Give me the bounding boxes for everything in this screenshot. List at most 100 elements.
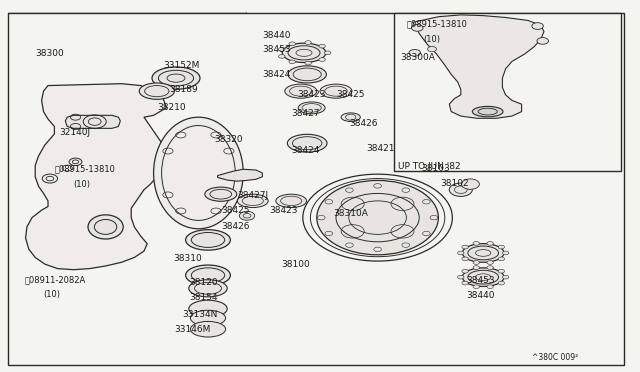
Circle shape xyxy=(502,275,509,279)
Ellipse shape xyxy=(88,215,124,239)
Text: 33152M: 33152M xyxy=(163,61,200,70)
Ellipse shape xyxy=(288,66,326,83)
Circle shape xyxy=(498,245,504,249)
Text: 38120: 38120 xyxy=(189,278,218,287)
Circle shape xyxy=(409,49,420,56)
Circle shape xyxy=(487,241,493,245)
Text: 38424: 38424 xyxy=(262,70,291,79)
Ellipse shape xyxy=(152,67,200,89)
Polygon shape xyxy=(65,115,120,128)
Circle shape xyxy=(319,44,325,48)
Text: 38103: 38103 xyxy=(421,164,450,173)
Text: 38423: 38423 xyxy=(298,90,326,99)
Text: (10): (10) xyxy=(74,180,91,189)
Circle shape xyxy=(305,61,311,65)
Text: 38310: 38310 xyxy=(173,254,202,263)
Text: 38424: 38424 xyxy=(291,146,319,155)
Circle shape xyxy=(449,183,472,196)
Ellipse shape xyxy=(285,84,317,98)
Circle shape xyxy=(537,38,548,44)
Text: 38427J: 38427J xyxy=(237,191,268,200)
Text: 38426: 38426 xyxy=(349,119,378,128)
Ellipse shape xyxy=(282,43,326,62)
Circle shape xyxy=(458,275,464,279)
Circle shape xyxy=(462,257,468,261)
Text: 38440: 38440 xyxy=(262,31,291,40)
Bar xyxy=(394,13,621,171)
Circle shape xyxy=(487,261,493,264)
Circle shape xyxy=(473,285,479,289)
Circle shape xyxy=(278,47,285,51)
Text: (10): (10) xyxy=(424,35,441,44)
Text: 33134N: 33134N xyxy=(182,310,218,319)
Ellipse shape xyxy=(191,310,226,326)
Ellipse shape xyxy=(191,321,226,337)
Circle shape xyxy=(461,179,479,189)
Text: 38154: 38154 xyxy=(189,293,218,302)
Circle shape xyxy=(532,23,543,29)
Circle shape xyxy=(289,60,295,64)
Ellipse shape xyxy=(341,113,360,121)
Circle shape xyxy=(462,281,468,285)
Text: 38425: 38425 xyxy=(336,90,365,99)
Text: 38320: 38320 xyxy=(214,135,243,144)
Ellipse shape xyxy=(140,83,174,99)
Circle shape xyxy=(239,211,255,220)
Circle shape xyxy=(462,269,468,273)
Ellipse shape xyxy=(186,230,230,250)
Text: 38100: 38100 xyxy=(282,260,310,269)
Text: 38189: 38189 xyxy=(170,85,198,94)
Circle shape xyxy=(498,281,504,285)
Polygon shape xyxy=(26,84,170,270)
Text: 38102: 38102 xyxy=(440,179,469,187)
Text: 38440: 38440 xyxy=(466,291,495,300)
Circle shape xyxy=(278,55,285,58)
Circle shape xyxy=(473,241,479,245)
Circle shape xyxy=(428,46,436,52)
Circle shape xyxy=(473,261,479,264)
Text: ⓜ08915-13810: ⓜ08915-13810 xyxy=(406,20,467,29)
Circle shape xyxy=(498,269,504,273)
Ellipse shape xyxy=(154,117,243,229)
Ellipse shape xyxy=(287,134,327,152)
Text: ⓜ08915-13810: ⓜ08915-13810 xyxy=(54,165,115,174)
Polygon shape xyxy=(218,169,262,181)
Ellipse shape xyxy=(189,300,227,317)
Text: 38453: 38453 xyxy=(262,45,291,54)
Circle shape xyxy=(462,245,468,249)
Ellipse shape xyxy=(462,268,504,286)
Ellipse shape xyxy=(205,187,237,201)
Text: ^380C 009²: ^380C 009² xyxy=(532,353,579,362)
Text: 38453: 38453 xyxy=(466,276,495,285)
Circle shape xyxy=(305,41,311,44)
Text: ⓝ08911-2082A: ⓝ08911-2082A xyxy=(24,275,86,284)
Circle shape xyxy=(487,266,493,269)
Text: 38421: 38421 xyxy=(366,144,395,153)
Ellipse shape xyxy=(472,106,503,117)
Text: 38423: 38423 xyxy=(269,206,298,215)
Ellipse shape xyxy=(320,84,352,98)
Text: 38300A: 38300A xyxy=(400,53,435,62)
Text: 33146M: 33146M xyxy=(174,325,211,334)
Circle shape xyxy=(458,251,464,255)
Text: 38426: 38426 xyxy=(221,222,250,231)
Circle shape xyxy=(473,266,479,269)
Circle shape xyxy=(412,25,423,31)
Text: 38425: 38425 xyxy=(221,206,250,215)
Circle shape xyxy=(498,257,504,261)
Ellipse shape xyxy=(276,194,307,208)
Polygon shape xyxy=(413,15,544,118)
Text: 38210: 38210 xyxy=(157,103,186,112)
Ellipse shape xyxy=(186,265,230,286)
Text: 38300: 38300 xyxy=(35,49,64,58)
Text: 32140J: 32140J xyxy=(60,128,91,137)
Ellipse shape xyxy=(189,280,227,297)
Circle shape xyxy=(324,51,331,55)
Ellipse shape xyxy=(237,194,268,208)
Circle shape xyxy=(487,285,493,289)
Text: (10): (10) xyxy=(44,290,61,299)
Ellipse shape xyxy=(462,244,504,262)
Text: 38427: 38427 xyxy=(291,109,320,118)
Ellipse shape xyxy=(298,102,325,114)
Ellipse shape xyxy=(317,180,438,255)
